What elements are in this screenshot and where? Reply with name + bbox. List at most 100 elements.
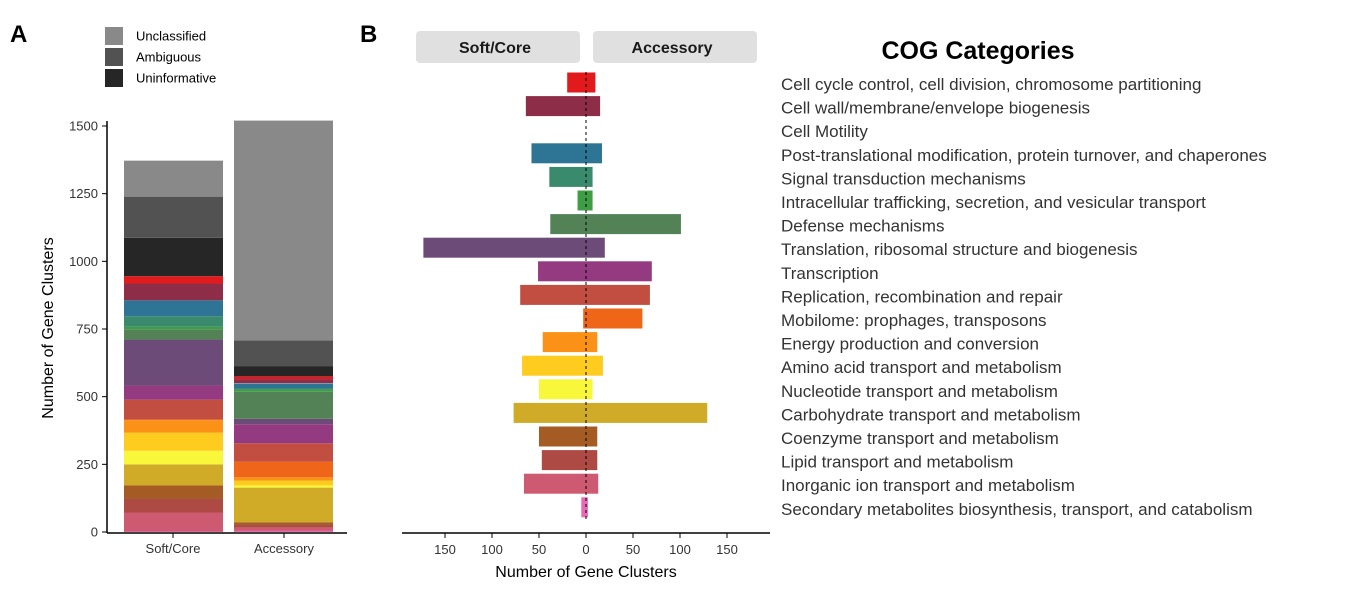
bar-segment-soft-core-secondary-metabolites-biosynthesis-transport-and-catabolism <box>124 531 223 532</box>
panel-b-x-tick-label-2: 50 <box>532 542 546 557</box>
panel-b-x-tick-label-5: 100 <box>669 542 691 557</box>
cog-legend-item-cell-cycle-control-cell-division-chromosome-partitioning: Cell cycle control, cell division, chrom… <box>781 75 1201 94</box>
panel-a-y-axis-label: Number of Gene Clusters <box>40 237 57 418</box>
bar-segment-soft-core-cell-cycle-control-cell-division-chromosome-partitioning <box>124 276 223 284</box>
panel-b-x-tick-label-1: 100 <box>481 542 503 557</box>
bar-segment-soft-core-unclassified <box>124 160 223 197</box>
bar-accessory-energy-production-and-conversion <box>586 332 598 353</box>
cog-legend-item-inorganic-ion-transport-and-metabolism: Inorganic ion transport and metabolism <box>781 476 1075 495</box>
legend-label-unclassified: Unclassified <box>136 29 206 44</box>
bar-segment-accessory-cell-wall-membrane-envelope-biogenesis <box>234 379 333 384</box>
bar-segment-accessory-lipid-transport-and-metabolism <box>234 524 333 528</box>
bar-accessory-secondary-metabolites-biosynthesis-transport-and-catabolism <box>586 497 588 518</box>
bar-segment-accessory-energy-production-and-conversion <box>234 477 333 481</box>
bar-accessory-signal-transduction-mechanisms <box>586 166 593 187</box>
panel-a-axes: 0 250 500 750 1000 1250 1500 <box>69 119 347 540</box>
panel-a-y-tick-label-250: 250 <box>76 457 98 472</box>
legend-label-uninformative: Uninformative <box>136 71 216 86</box>
bar-segment-accessory-nucleotide-transport-and-metabolism <box>234 485 333 488</box>
bar-accessory-intracellular-trafficking-secretion-and-vesicular-transport <box>586 190 593 211</box>
bar-segment-accessory-unclassified <box>234 120 333 341</box>
bar-segment-accessory-ambiguous <box>234 340 333 367</box>
bar-segment-soft-core-carbohydrate-transport-and-metabolism <box>124 464 223 486</box>
cog-legend-item-secondary-metabolites-biosynthesis-transport-and-catabolism: Secondary metabolites biosynthesis, tran… <box>781 500 1253 519</box>
bar-segment-accessory-post-translational-modification-protein-turnover-and-chaperones <box>234 383 333 389</box>
panel-b-diverging-bar-chart: Soft/Core Accessory 150 100 50 0 50 100 150 Nu… <box>402 31 770 581</box>
bar-accessory-nucleotide-transport-and-metabolism <box>586 379 593 400</box>
facet-strip-soft-core <box>416 31 580 63</box>
bar-accessory-translation-ribosomal-structure-and-biogenesis <box>586 237 605 258</box>
cog-legend-item-transcription: Transcription <box>781 264 879 283</box>
bar-softcore-defense-mechanisms <box>550 214 586 235</box>
bar-segment-accessory-defense-mechanisms <box>234 391 333 419</box>
cog-legend-item-defense-mechanisms: Defense mechanisms <box>781 217 944 236</box>
bar-softcore-replication-recombination-and-repair <box>520 284 586 305</box>
panel-a-legend: Unclassified Ambiguous Uninformative <box>105 27 216 87</box>
cog-legend-item-energy-production-and-conversion: Energy production and conversion <box>781 335 1039 354</box>
panel-a-bars <box>124 120 333 532</box>
panel-b-bars <box>423 72 708 518</box>
bar-segment-accessory-coenzyme-transport-and-metabolism <box>234 522 333 525</box>
panel-b-x-tick-label-0: 150 <box>434 542 456 557</box>
facet-label-soft-core: Soft/Core <box>459 40 531 57</box>
bar-segment-soft-core-uninformative <box>124 237 223 277</box>
panel-a-stacked-bar-chart: Unclassified Ambiguous Uninformative 0 250 5… <box>40 27 347 556</box>
bar-segment-accessory-inorganic-ion-transport-and-metabolism <box>234 527 333 531</box>
bar-accessory-mobilome-prophages-transposons <box>586 308 643 329</box>
cog-legend-item-replication-recombination-and-repair: Replication, recombination and repair <box>781 287 1063 306</box>
panel-a-y-tick-label-1500: 1500 <box>69 119 98 134</box>
bar-segment-soft-core-energy-production-and-conversion <box>124 420 223 433</box>
bar-accessory-cell-wall-membrane-envelope-biogenesis <box>586 96 601 117</box>
panel-b-axes: 150 100 50 0 50 100 150 <box>402 532 770 557</box>
bar-segment-accessory-transcription <box>234 424 333 444</box>
cog-legend-title: COG Categories <box>881 37 1074 65</box>
bar-accessory-inorganic-ion-transport-and-metabolism <box>586 473 599 494</box>
cog-legend-item-carbohydrate-transport-and-metabolism: Carbohydrate transport and metabolism <box>781 405 1081 424</box>
panel-a-y-tick-label-500: 500 <box>76 389 98 404</box>
cog-legend-item-amino-acid-transport-and-metabolism: Amino acid transport and metabolism <box>781 358 1062 377</box>
facet-label-accessory: Accessory <box>632 40 713 57</box>
bar-softcore-inorganic-ion-transport-and-metabolism <box>523 473 586 494</box>
bar-segment-soft-core-nucleotide-transport-and-metabolism <box>124 450 223 465</box>
bar-softcore-intracellular-trafficking-secretion-and-vesicular-transport <box>577 190 586 211</box>
bar-segment-accessory-amino-acid-transport-and-metabolism <box>234 480 333 486</box>
legend-swatch-unclassified <box>105 27 123 45</box>
bar-segment-accessory-carbohydrate-transport-and-metabolism <box>234 487 333 523</box>
bar-accessory-post-translational-modification-protein-turnover-and-chaperones <box>586 143 602 164</box>
bar-segment-soft-core-cell-wall-membrane-envelope-biogenesis <box>124 283 223 301</box>
bar-segment-soft-core-post-translational-modification-protein-turnover-and-chaperones <box>124 300 223 317</box>
bar-segment-accessory-translation-ribosomal-structure-and-biogenesis <box>234 418 333 425</box>
bar-accessory-cell-cycle-control-cell-division-chromosome-partitioning <box>586 72 596 93</box>
legend-swatch-ambiguous <box>105 48 123 66</box>
bar-softcore-signal-transduction-mechanisms <box>549 166 586 187</box>
bar-softcore-amino-acid-transport-and-metabolism <box>522 355 586 376</box>
bar-accessory-carbohydrate-transport-and-metabolism <box>586 402 708 423</box>
panel-b-x-tick-label-3: 0 <box>582 542 589 557</box>
panel-label-a: A <box>10 21 27 48</box>
bar-softcore-translation-ribosomal-structure-and-biogenesis <box>423 237 586 258</box>
bar-softcore-energy-production-and-conversion <box>542 332 586 353</box>
cog-legend-item-coenzyme-transport-and-metabolism: Coenzyme transport and metabolism <box>781 429 1059 448</box>
bar-softcore-cell-cycle-control-cell-division-chromosome-partitioning <box>567 72 586 93</box>
panel-a-y-tick-label-1000: 1000 <box>69 254 98 269</box>
bar-segment-accessory-secondary-metabolites-biosynthesis-transport-and-catabolism <box>234 530 333 532</box>
bar-segment-soft-core-lipid-transport-and-metabolism <box>124 498 223 513</box>
bar-segment-accessory-intracellular-trafficking-secretion-and-vesicular-transport <box>234 389 333 392</box>
panel-a-y-tick-label-750: 750 <box>76 322 98 337</box>
cog-categories-legend: COG Categories Cell cycle control, cell … <box>781 37 1267 519</box>
bar-segment-accessory-uninformative <box>234 366 333 377</box>
bar-softcore-secondary-metabolites-biosynthesis-transport-and-catabolism <box>581 497 586 518</box>
bar-segment-soft-core-mobilome-prophages-transposons <box>124 419 223 421</box>
bar-segment-soft-core-replication-recombination-and-repair <box>124 399 223 420</box>
bar-segment-soft-core-inorganic-ion-transport-and-metabolism <box>124 512 223 532</box>
bar-softcore-lipid-transport-and-metabolism <box>541 450 586 471</box>
bar-segment-accessory-cell-motility <box>234 383 333 384</box>
bar-segment-soft-core-transcription <box>124 385 223 400</box>
bar-segment-accessory-cell-cycle-control-cell-division-chromosome-partitioning <box>234 376 333 380</box>
bar-softcore-post-translational-modification-protein-turnover-and-chaperones <box>531 143 586 164</box>
bar-softcore-carbohydrate-transport-and-metabolism <box>513 402 586 423</box>
bar-softcore-cell-wall-membrane-envelope-biogenesis <box>525 96 586 117</box>
bar-segment-accessory-mobilome-prophages-transposons <box>234 461 333 478</box>
bar-segment-soft-core-ambiguous <box>124 196 223 238</box>
bar-segment-accessory-signal-transduction-mechanisms <box>234 388 333 390</box>
